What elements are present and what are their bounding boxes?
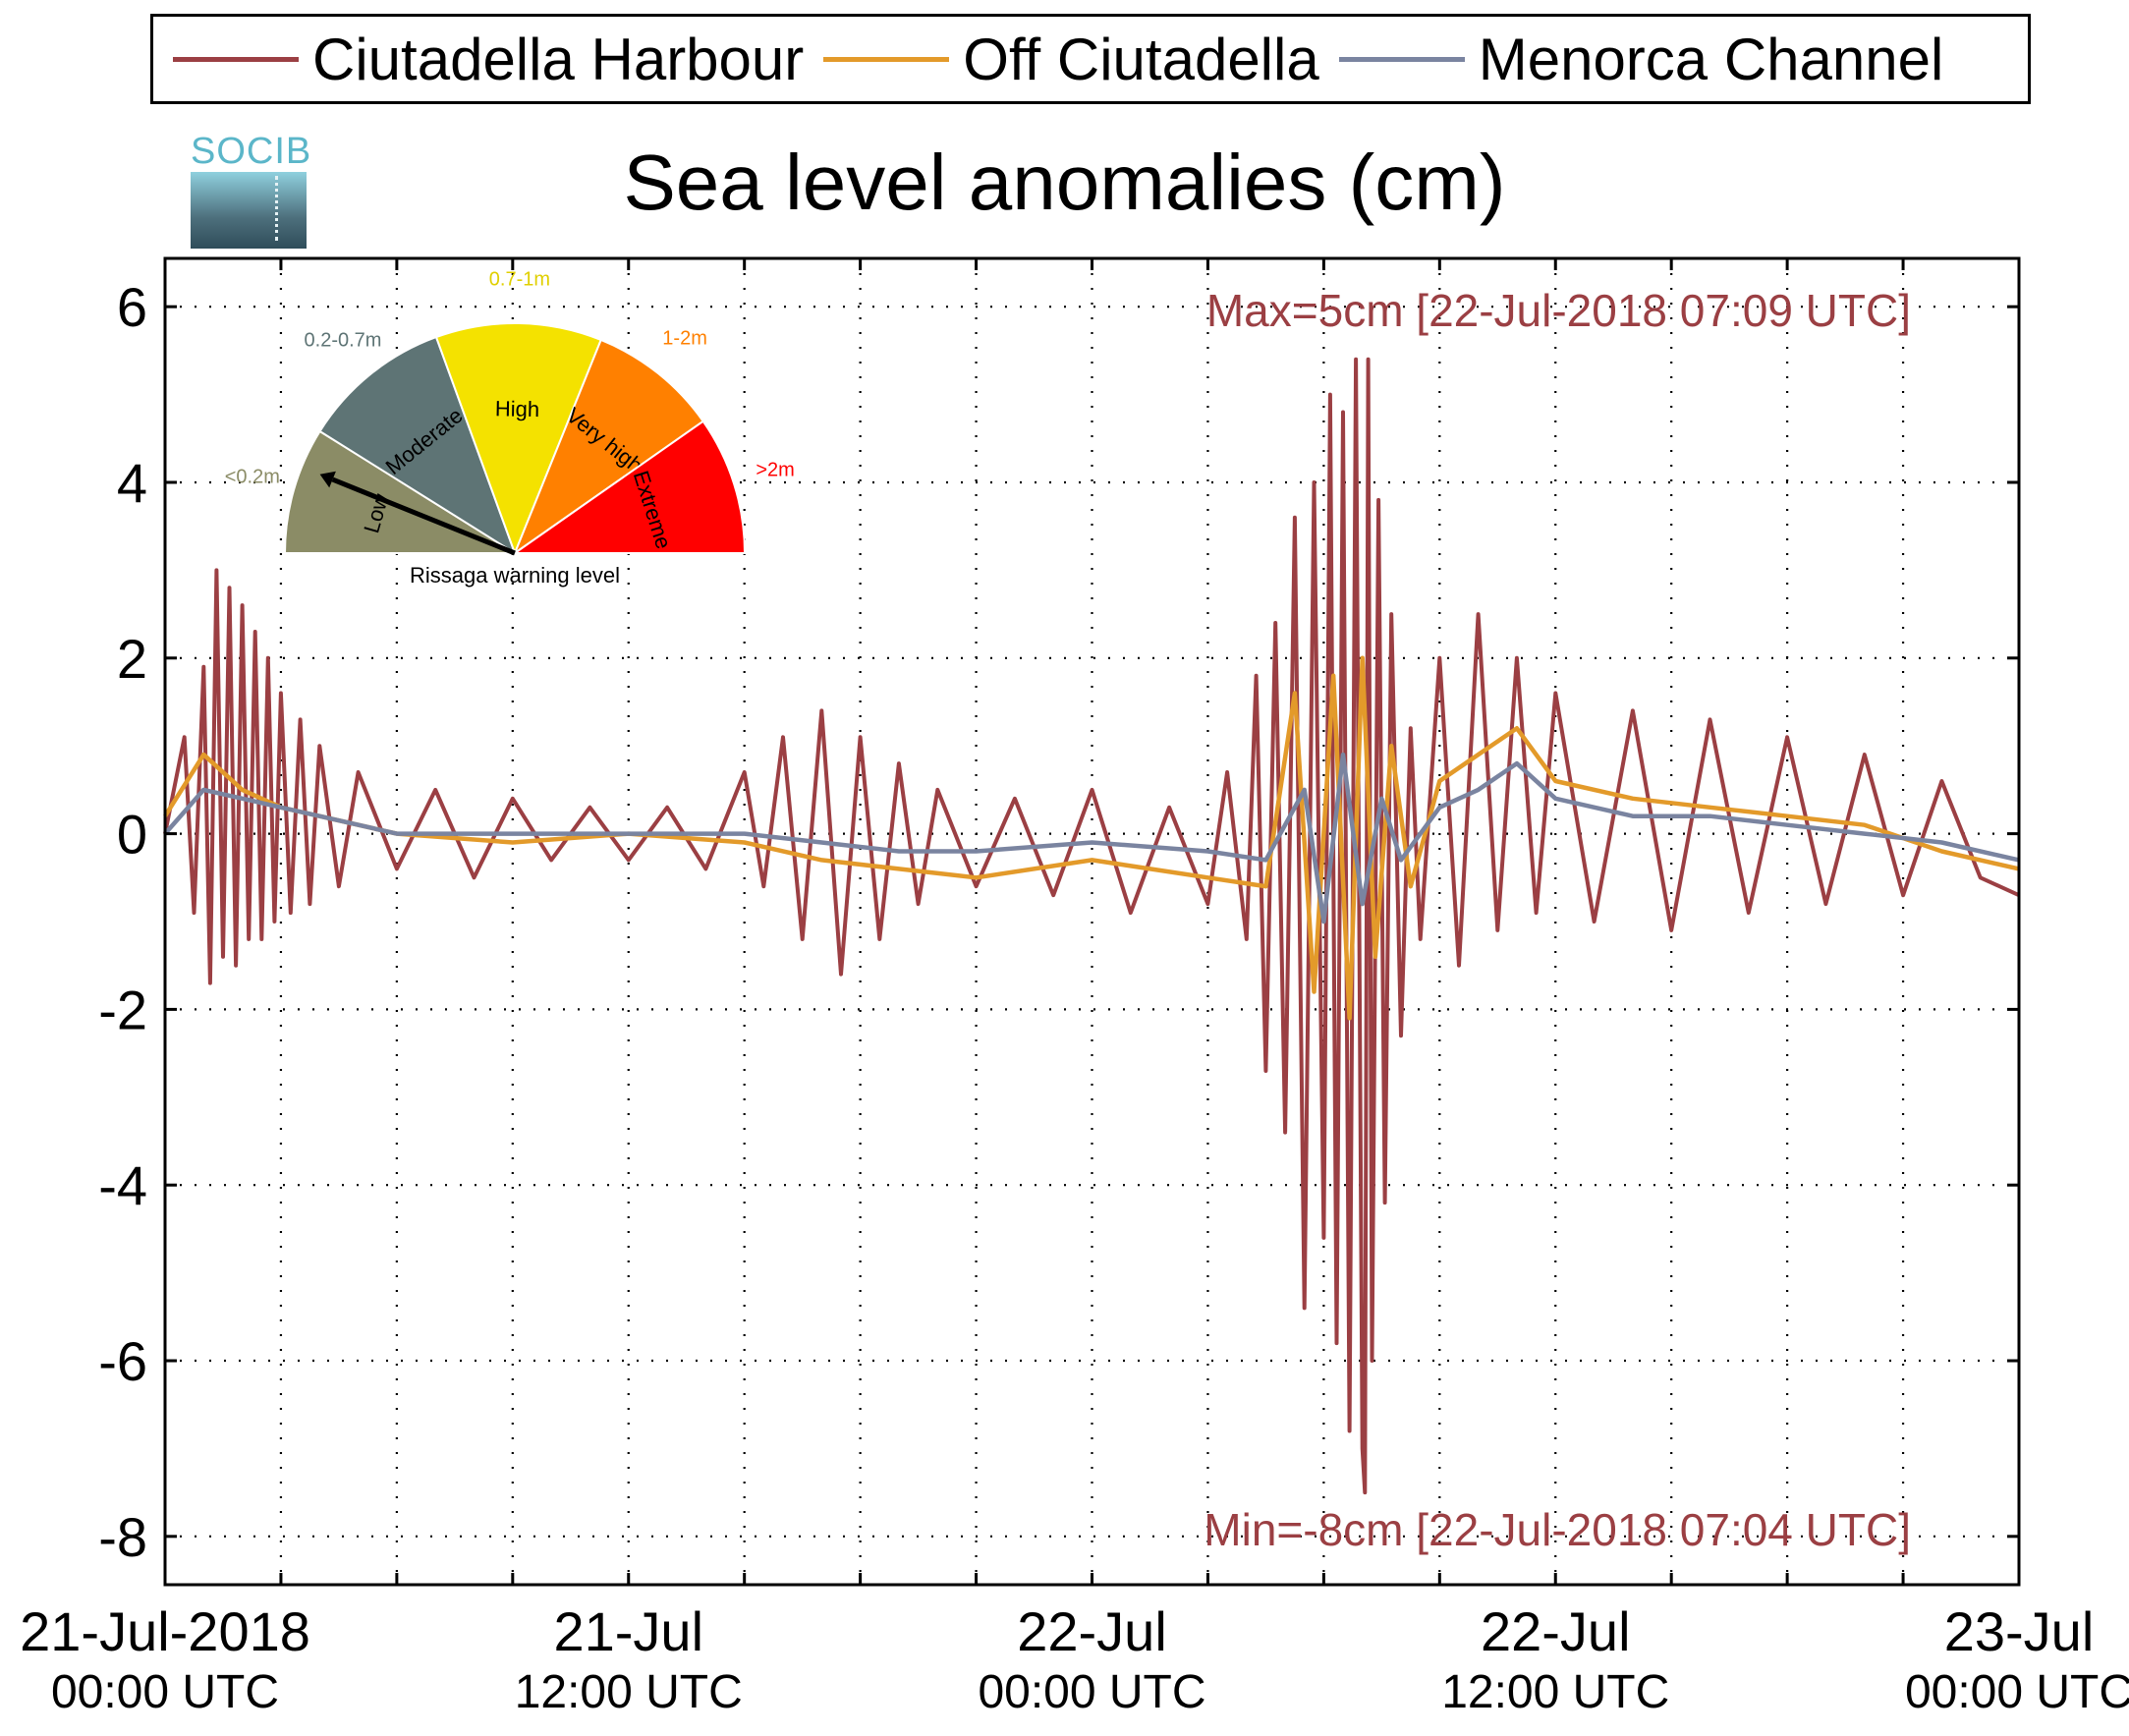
max-annotation: Max=5cm [22-Jul-2018 07:09 UTC] [1206, 285, 1911, 336]
logo-text: SOCIB [191, 131, 312, 172]
legend-label: Ciutadella Harbour [312, 26, 805, 92]
y-tick-label: 2 [117, 628, 147, 690]
x-tick-label: 21-Jul-2018 [20, 1600, 310, 1662]
y-tick-label: -6 [98, 1330, 147, 1392]
chart-title: Sea level anomalies (cm) [623, 139, 1506, 226]
y-tick-label: 0 [117, 804, 147, 866]
legend-swatch-menorca-channel [1338, 56, 1465, 62]
gauge-range-label: 1-2m [662, 328, 707, 350]
x-tick-label: 12:00 UTC [1441, 1666, 1669, 1718]
gauge-segment-very-high [512, 338, 705, 556]
gauge-range-label: >2m [756, 460, 794, 481]
x-tick-label: 00:00 UTC [51, 1666, 279, 1718]
legend-item-ciutadella-harbour: Ciutadella Harbour [153, 26, 804, 93]
gauge-needle-arrowhead [319, 471, 336, 488]
min-annotation: Min=-8cm [22-Jul-2018 07:04 UTC] [1204, 1504, 1911, 1555]
x-tick-label: 12:00 UTC [515, 1666, 743, 1718]
x-tick-label: 23-Jul [1944, 1600, 2095, 1662]
legend: Ciutadella Harbour Off Ciutadella Menorc… [150, 14, 2031, 104]
legend-label: Menorca Channel [1478, 26, 1944, 92]
legend-swatch-off-ciutadella [823, 56, 950, 62]
x-tick-label: 22-Jul [1481, 1600, 1631, 1662]
gauge-caption: Rissaga warning level [410, 563, 620, 588]
gauge-segment-extreme [511, 420, 747, 554]
gauge-segment-moderate [318, 335, 517, 556]
logo-wave-block [191, 172, 307, 249]
gauge-segment-high [434, 322, 603, 556]
gauge-segment-label: High [495, 396, 540, 421]
x-tick-label: 21-Jul [553, 1600, 703, 1662]
legend-item-off-ciutadella: Off Ciutadella [804, 26, 1319, 93]
gauge-range-label: 0.2-0.7m [305, 329, 382, 351]
y-tick-label: 6 [117, 276, 147, 338]
x-tick-label: 00:00 UTC [978, 1666, 1205, 1718]
gauge-range-label: 0.7-1m [489, 268, 550, 290]
series-line-off-ciutadella [163, 655, 2020, 1021]
legend-label: Off Ciutadella [963, 26, 1319, 92]
gauge-needle [331, 476, 516, 556]
legend-item-menorca-channel: Menorca Channel [1319, 26, 1944, 93]
x-tick-label: 22-Jul [1017, 1600, 1167, 1662]
series-line-ciutadella-harbour [163, 357, 2020, 1495]
y-tick-label: -4 [98, 1154, 147, 1216]
legend-swatch-ciutadella-harbour [173, 56, 299, 62]
y-tick-label: 4 [117, 452, 147, 514]
gauge-range-label: <0.2m [225, 467, 280, 488]
logo-gauge-mark [275, 176, 281, 241]
y-tick-label: -8 [98, 1506, 147, 1568]
series-line-menorca-channel [163, 752, 2020, 924]
y-tick-label: -2 [98, 979, 147, 1040]
gauge-segment-low [283, 429, 519, 554]
socib-logo: SOCIB [191, 131, 312, 249]
data-series [163, 357, 2020, 1495]
x-tick-label: 00:00 UTC [1905, 1666, 2129, 1718]
